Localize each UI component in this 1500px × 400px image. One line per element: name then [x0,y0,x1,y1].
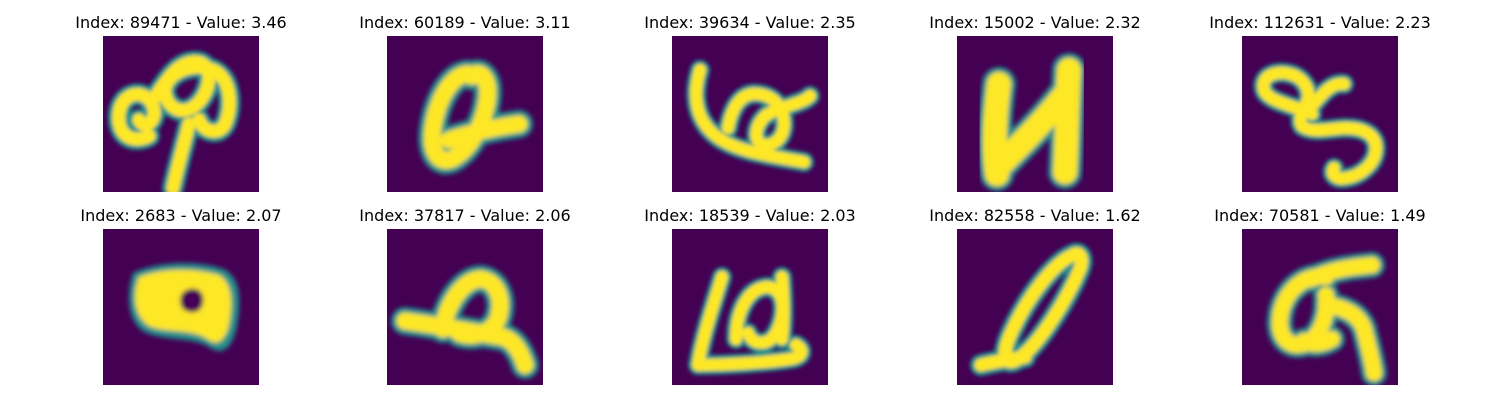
panel-title: Index: 70581 - Value: 1.49 [1214,206,1426,225]
glyph-drawing [686,60,820,172]
glyph-drawing [391,265,539,379]
sample-image [957,36,1113,192]
panel-title: Index: 39634 - Value: 2.35 [644,13,856,32]
panel-title: Index: 82558 - Value: 1.62 [929,206,1141,225]
glyph-drawing [970,242,1093,376]
panel-title: Index: 60189 - Value: 3.11 [359,13,571,32]
glyph-drawing [418,59,533,175]
glyph-drawing [1253,62,1386,189]
sample-image [1242,36,1398,192]
sample-image [103,36,259,192]
sample-image [387,36,543,192]
panel-title: Index: 112631 - Value: 2.23 [1209,13,1431,32]
glyph-drawing [977,53,1086,191]
sample-image [672,36,828,192]
glyph-drawing [688,267,812,375]
panel-title: Index: 18539 - Value: 2.03 [644,206,856,225]
sample-image [1242,229,1398,385]
panel-title: Index: 2683 - Value: 2.07 [80,206,282,225]
glyph-drawing [107,51,241,192]
sample-image [672,229,828,385]
glyph-drawing [129,263,240,351]
sample-image [387,229,543,385]
glyph-drawing [1266,252,1387,385]
sample-image [103,229,259,385]
panel-title: Index: 89471 - Value: 3.46 [75,13,287,32]
panel-title: Index: 37817 - Value: 2.06 [359,206,571,225]
panel-title: Index: 15002 - Value: 2.32 [929,13,1141,32]
sample-image [957,229,1113,385]
